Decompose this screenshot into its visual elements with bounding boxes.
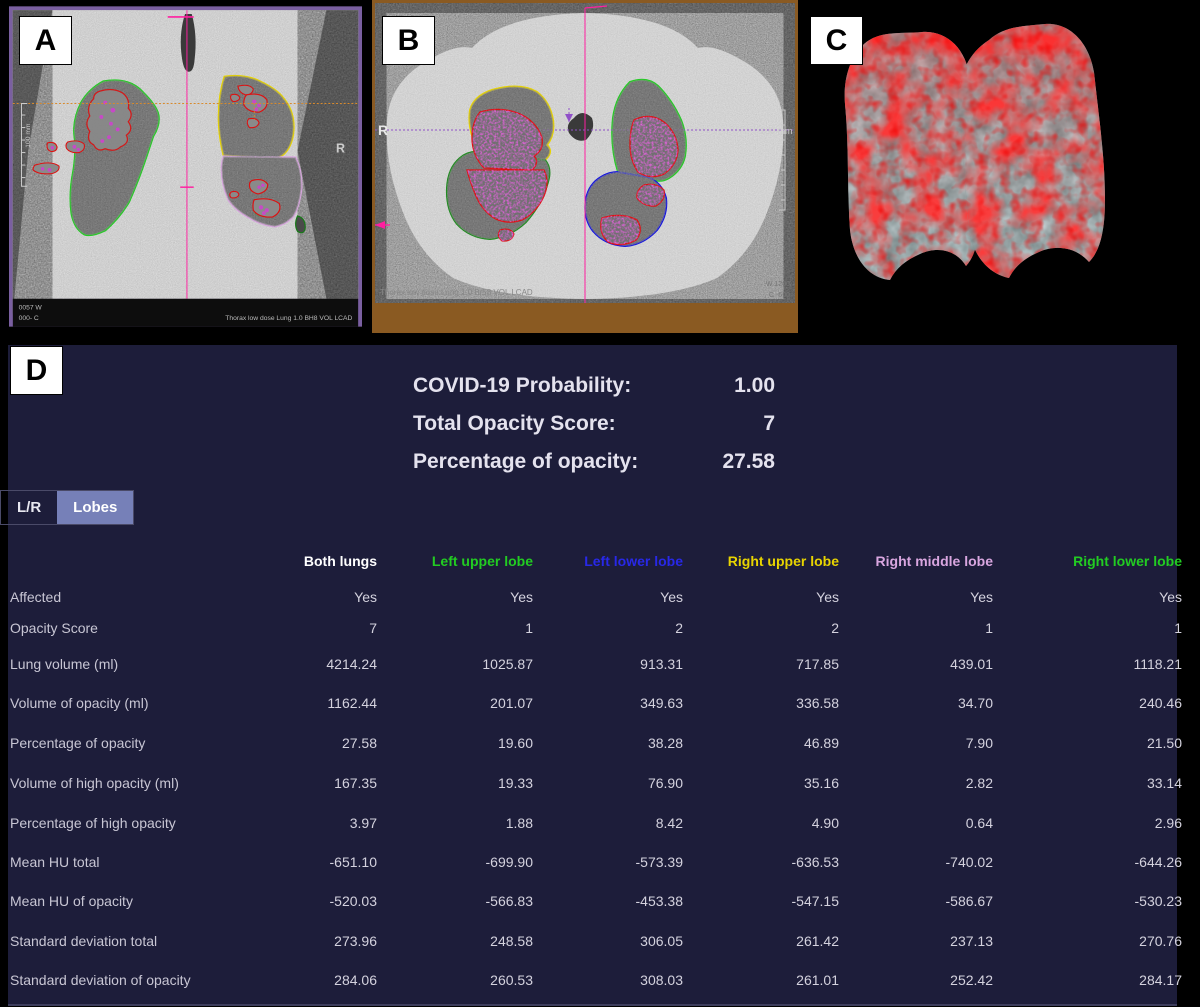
svg-text:R: R xyxy=(378,122,388,138)
svg-text:R: R xyxy=(336,142,345,156)
svg-text:000- C: 000- C xyxy=(19,315,39,322)
svg-text:100 mm: 100 mm xyxy=(25,123,32,148)
svg-text:Thorax low dose Lung 1.0 BH8: Thorax low dose Lung 1.0 BH8 VOL LCAD xyxy=(225,315,352,322)
svg-text:Thorax low dose Lung 1.0 Br58: Thorax low dose Lung 1.0 Br58 VOL LCAD xyxy=(380,288,533,297)
svg-text:0057 W: 0057 W xyxy=(19,304,43,311)
svg-text:W 1200: W 1200 xyxy=(766,281,790,288)
svg-text:100 mm: 100 mm xyxy=(760,126,793,136)
svg-text:C -600: C -600 xyxy=(769,292,790,299)
